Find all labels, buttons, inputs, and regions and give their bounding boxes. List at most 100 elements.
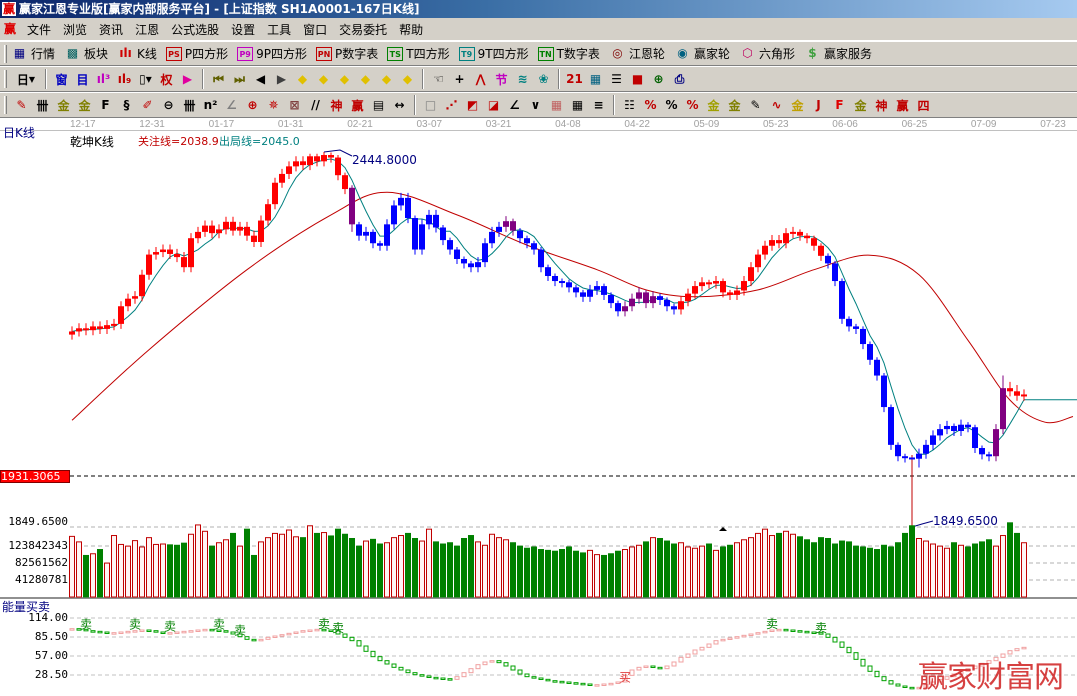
pen3-icon[interactable]: ✎ bbox=[750, 98, 761, 112]
menu-logo-icon[interactable]: 赢 bbox=[4, 22, 17, 36]
grid2-icon[interactable]: ▦ bbox=[571, 98, 584, 112]
crosshair-icon[interactable]: + bbox=[454, 72, 465, 86]
box-icon[interactable]: ⊠ bbox=[289, 98, 300, 112]
circle-ruler-icon[interactable]: ⊖ bbox=[163, 98, 174, 112]
chart-canvas[interactable]: 卖卖卖卖卖卖卖卖卖买 bbox=[0, 130, 1077, 690]
target-icon[interactable]: ⊕ bbox=[247, 98, 258, 112]
angle-fan-icon[interactable]: ∠ bbox=[509, 98, 520, 112]
toolbar-button-pn[interactable]: PN P数字表 bbox=[316, 45, 378, 62]
notes-icon[interactable]: 目 bbox=[76, 72, 89, 87]
width-icon[interactable]: ↔ bbox=[394, 98, 405, 112]
square-fan-icon[interactable]: ◪ bbox=[487, 98, 500, 112]
flag-icon[interactable]: ▶ bbox=[182, 72, 193, 86]
j-angle-icon[interactable]: J bbox=[816, 98, 821, 112]
fan-icon[interactable]: ⋰ bbox=[445, 98, 458, 112]
toolbar-button-gann-wheel[interactable]: ◎ 江恩轮 bbox=[609, 45, 665, 62]
toolbar-grip[interactable] bbox=[4, 96, 7, 114]
chart9-icon[interactable]: ıl₉ bbox=[117, 72, 132, 86]
menu-item[interactable]: 文件 bbox=[27, 22, 52, 37]
spiral-icon[interactable]: § bbox=[123, 98, 130, 112]
network-icon[interactable]: ⊕ bbox=[653, 72, 664, 86]
grid-icon[interactable]: ▦ bbox=[550, 98, 563, 112]
n2-icon[interactable]: n² bbox=[203, 98, 218, 112]
v-icon[interactable]: ∨ bbox=[530, 98, 541, 112]
toolbar-grip[interactable] bbox=[4, 70, 7, 88]
menu-item[interactable]: 江恩 bbox=[135, 22, 160, 37]
toolbar-button-sector[interactable]: ▩ 板块 bbox=[64, 45, 108, 62]
toolbar-button-ts[interactable]: TS T四方形 bbox=[387, 45, 450, 62]
rights-icon[interactable]: 权 bbox=[160, 72, 173, 87]
document-icon[interactable]: ☰ bbox=[611, 72, 622, 86]
right-diamond-icon[interactable]: ◆ bbox=[318, 72, 329, 86]
percent-line-icon[interactable]: % bbox=[686, 98, 699, 112]
gold-line3-icon[interactable]: 金 bbox=[791, 98, 804, 113]
line-draw-icon[interactable]: ⋀ bbox=[475, 72, 486, 86]
first-icon[interactable]: ⏮ bbox=[213, 71, 224, 86]
gold-angle-icon[interactable]: 金 bbox=[854, 98, 867, 113]
wave-icon[interactable]: ∿ bbox=[771, 98, 782, 112]
toolbar-button-dollar[interactable]: $ 赢家服务 bbox=[804, 45, 872, 62]
menu-item[interactable]: 浏览 bbox=[63, 22, 88, 37]
toolbar-button-quote-table[interactable]: ▦ 行情 bbox=[11, 45, 55, 62]
candle-type-icon[interactable]: ▯▾ bbox=[139, 72, 152, 86]
window-icon[interactable]: 窗 bbox=[55, 72, 68, 87]
chart3-icon[interactable]: ıl³ bbox=[96, 72, 111, 86]
win-angle-icon[interactable]: 赢 bbox=[896, 98, 909, 113]
gold-lines-icon[interactable]: 金 bbox=[728, 98, 741, 113]
brain-icon[interactable]: ❀ bbox=[538, 72, 549, 86]
grid-line-icon[interactable]: 卌 bbox=[36, 98, 49, 113]
menu-item[interactable]: 公式选股 bbox=[171, 22, 220, 37]
square-icon[interactable]: □ bbox=[424, 98, 437, 112]
box-fan-icon[interactable]: ◩ bbox=[466, 98, 479, 112]
menu-item[interactable]: 窗口 bbox=[303, 22, 328, 37]
angle-icon[interactable]: ∠ bbox=[226, 98, 237, 112]
god-icon[interactable]: 神 bbox=[330, 98, 343, 113]
period-dropdown[interactable]: 日 ▼ bbox=[11, 69, 41, 90]
toolbar-button-hexagon[interactable]: ⬡ 六角形 bbox=[739, 45, 795, 62]
toolbar-button-t9[interactable]: T9 9T四方形 bbox=[458, 45, 529, 62]
expand-diamond-icon[interactable]: ◆ bbox=[339, 72, 350, 86]
percent-slash-icon[interactable]: % bbox=[644, 98, 657, 112]
gold-line-icon[interactable]: 金 bbox=[57, 98, 70, 113]
win-icon[interactable]: 赢 bbox=[351, 98, 364, 113]
toolbar-button-p9[interactable]: P9 9P四方形 bbox=[237, 45, 307, 62]
toolbar-button-kline[interactable]: ılı K线 bbox=[117, 45, 157, 62]
left-diamond-icon[interactable]: ◆ bbox=[297, 72, 308, 86]
last-icon[interactable]: ⏭ bbox=[234, 71, 245, 86]
slant-icon[interactable]: // bbox=[311, 98, 320, 112]
toolbar-button-winner-wheel[interactable]: ◉ 赢家轮 bbox=[674, 45, 730, 62]
lines-icon[interactable]: ≡ bbox=[593, 98, 604, 112]
star-icon[interactable]: ✵ bbox=[268, 98, 279, 112]
next-icon[interactable]: ▶ bbox=[276, 72, 287, 86]
pen-icon[interactable]: ✎ bbox=[16, 98, 27, 112]
table-icon[interactable]: ☷ bbox=[624, 98, 635, 112]
menu-item[interactable]: 帮助 bbox=[399, 22, 424, 37]
calendar-icon[interactable]: 21 bbox=[566, 72, 583, 86]
prev-icon[interactable]: ◀ bbox=[255, 72, 266, 86]
section-icon[interactable]: 节 bbox=[495, 72, 508, 87]
toolbar-grip[interactable] bbox=[4, 44, 7, 63]
percent-icon[interactable]: % bbox=[665, 98, 678, 112]
menu-item[interactable]: 资讯 bbox=[99, 22, 124, 37]
tree-icon[interactable]: ≋ bbox=[517, 72, 528, 86]
vertical-diamond-icon[interactable]: ◆ bbox=[402, 72, 413, 86]
calendar-grid-icon[interactable]: ▤ bbox=[372, 98, 385, 112]
hand-icon[interactable]: ☜ bbox=[433, 72, 444, 86]
zoom-diamond-icon[interactable]: ◆ bbox=[381, 72, 392, 86]
gold-line2-icon[interactable]: 金 bbox=[78, 98, 91, 113]
menu-item[interactable]: 工具 bbox=[267, 22, 292, 37]
pen2-icon[interactable]: ✐ bbox=[142, 98, 153, 112]
save-icon[interactable]: ■ bbox=[631, 72, 644, 86]
f-angle-icon[interactable]: F bbox=[835, 98, 844, 112]
menu-item[interactable]: 设置 bbox=[231, 22, 256, 37]
gold-circle-icon[interactable]: 金 bbox=[707, 98, 720, 113]
calculator-icon[interactable]: ▦ bbox=[589, 72, 602, 86]
toolbar-button-tn[interactable]: TN T数字表 bbox=[537, 45, 600, 62]
fib-icon[interactable]: F bbox=[101, 98, 110, 112]
toolbar-button-ps[interactable]: PS P四方形 bbox=[165, 45, 228, 62]
four-angle-icon[interactable]: 四 bbox=[917, 98, 930, 113]
printer-icon[interactable]: ⎙ bbox=[674, 71, 685, 86]
shrink-diamond-icon[interactable]: ◆ bbox=[360, 72, 371, 86]
menu-item[interactable]: 交易委托 bbox=[339, 22, 388, 37]
parallel-icon[interactable]: 卌 bbox=[183, 98, 196, 113]
